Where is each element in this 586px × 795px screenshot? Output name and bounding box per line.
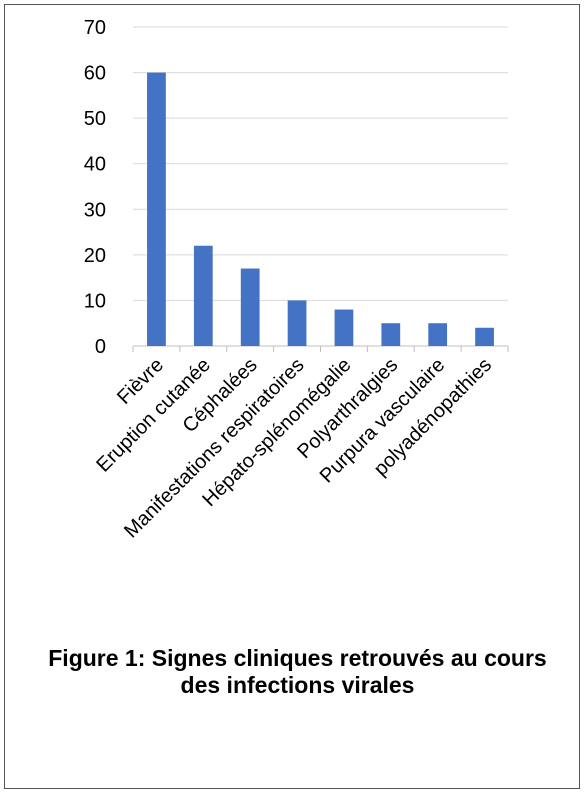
y-tick-label: 10 (84, 290, 106, 312)
y-tick-label: 60 (84, 63, 106, 85)
y-tick-label: 40 (84, 154, 106, 176)
bar (193, 245, 213, 346)
y-tick-label: 50 (84, 108, 106, 130)
axes (132, 345, 509, 352)
bar (334, 309, 354, 346)
y-tick-label: 0 (95, 336, 106, 358)
figure-caption: Figure 1: Signes cliniques retrouvés au … (48, 645, 547, 698)
bar (475, 327, 494, 346)
y-tick-label: 20 (84, 245, 106, 267)
bar (147, 72, 166, 347)
bar (240, 268, 260, 346)
figure-frame: 0 10 20 30 40 50 60 70 Fièvre Eruption cutanée Cé… (4, 4, 580, 789)
y-tick-label: 30 (84, 199, 106, 221)
y-tick-labels: 0 10 20 30 40 50 60 70 (84, 17, 106, 358)
bar (428, 323, 448, 346)
bar (381, 323, 401, 346)
y-tick-label: 70 (84, 17, 106, 39)
bars (147, 72, 494, 347)
bar (287, 300, 307, 346)
gridlines (133, 26, 508, 301)
